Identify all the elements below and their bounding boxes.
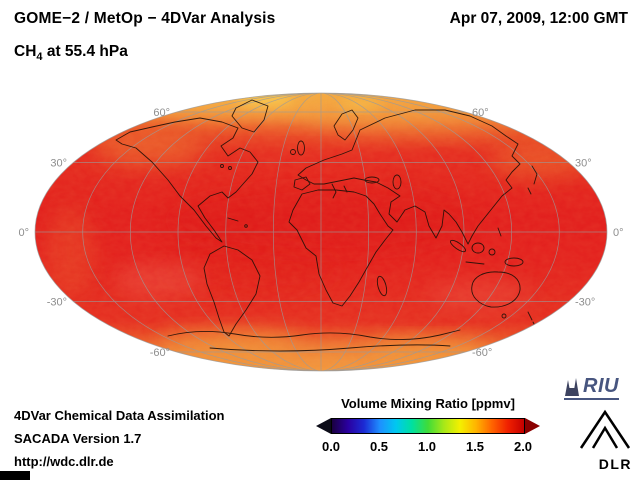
globe-field	[35, 93, 607, 371]
colorbar-tick: 1.5	[465, 439, 485, 454]
pressure-level: at 55.4 hPa	[42, 43, 128, 60]
lat-label-60s-right: -60°	[472, 347, 492, 359]
dlr-logo-text: DLR	[598, 456, 632, 472]
footer-credits: 4DVar Chemical Data Assimilation SACADA …	[14, 404, 225, 473]
colorbar-tick: 0.0	[321, 439, 341, 454]
cathedral-icon	[565, 378, 579, 396]
species-level-label: CH4 at 55.4 hPa	[14, 43, 128, 63]
colorbar-title: Volume Mixing Ratio [ppmv]	[341, 396, 515, 411]
lat-label-60n-left: 60°	[153, 107, 170, 119]
lat-label-30s-right: -30°	[575, 297, 595, 309]
colorbar: Volume Mixing Ratio [ppmv] 0.0 0.5 1.0 1…	[316, 396, 540, 454]
timestamp: Apr 07, 2009, 12:00 GMT	[449, 10, 628, 27]
riu-logo-text: RIU	[583, 375, 619, 397]
colorbar-tick: 0.5	[369, 439, 389, 454]
lat-label-30n-right: 30°	[575, 158, 592, 170]
colorbar-tick: 2.0	[513, 439, 533, 454]
dlr-emblem-icon	[579, 409, 631, 449]
riu-logo: RIU	[564, 376, 619, 400]
world-map: 60° 60° 30° 30° 0° 0° -30° -30° -60° -60…	[18, 92, 624, 372]
colorbar-tick: 1.0	[417, 439, 437, 454]
lat-label-30s-left: -30°	[47, 297, 67, 309]
colorbar-underflow-arrow-icon	[316, 418, 331, 434]
graticule	[35, 93, 607, 371]
dlr-logo: DLR	[578, 408, 634, 472]
lat-label-60n-right: 60°	[472, 107, 489, 119]
lat-label-60s-left: -60°	[150, 347, 170, 359]
colorbar-gradient	[331, 418, 525, 434]
credit-url: http://wdc.dlr.de	[14, 454, 114, 469]
page-title: GOME−2 / MetOp − 4DVar Analysis	[14, 10, 276, 27]
colorbar-overflow-arrow-icon	[525, 418, 540, 434]
corner-marker	[0, 471, 30, 480]
lat-label-30n-left: 30°	[50, 158, 67, 170]
credit-line-1: 4DVar Chemical Data Assimilation	[14, 408, 225, 423]
credit-line-2: SACADA Version 1.7	[14, 431, 142, 446]
species-symbol: CH	[14, 43, 37, 60]
latitude-labels: 60° 60° 30° 30° 0° 0° -30° -30° -60° -60…	[18, 107, 623, 359]
map-boundary	[34, 92, 608, 372]
species-subscript: 4	[36, 51, 43, 64]
lat-label-eq-right: 0°	[613, 227, 624, 239]
continent-outlines	[115, 99, 538, 352]
colorbar-tick-labels: 0.0 0.5 1.0 1.5 2.0	[322, 439, 532, 454]
lat-label-eq-left: 0°	[18, 227, 29, 239]
